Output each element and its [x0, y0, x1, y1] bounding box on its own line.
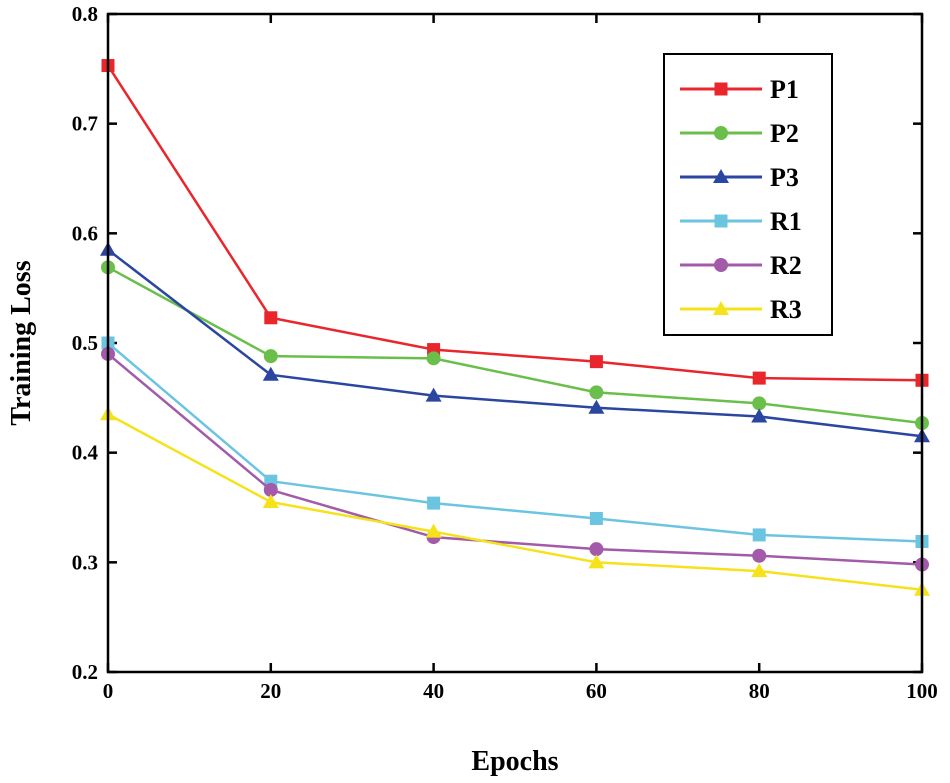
point-p2	[589, 385, 604, 400]
point-r2	[589, 542, 604, 557]
legend: P1 P2 P3 R1 R2 R3	[663, 53, 833, 336]
x-tick-label: 80	[749, 679, 770, 703]
legend-box	[663, 53, 833, 336]
x-tick-label: 100	[906, 679, 938, 703]
point-r1	[752, 528, 766, 542]
point-p1	[264, 311, 278, 325]
series-p2	[101, 260, 929, 431]
series-line-r1	[107, 342, 923, 543]
legend-entry-r3: R3	[680, 295, 802, 324]
legend-marker-r2	[714, 258, 728, 272]
point-r2	[263, 482, 278, 497]
y-tick-label: 0.6	[72, 221, 98, 245]
y-tick-label: 0.5	[72, 331, 98, 355]
series-line-r3	[107, 413, 923, 591]
y-tick-label: 0.4	[72, 441, 99, 465]
y-tick-label: 0.7	[72, 112, 98, 136]
series-r1	[101, 336, 929, 548]
y-tick-label: 0.3	[72, 550, 98, 574]
legend-entry-p3: P3	[680, 163, 799, 192]
legend-label-r2: R2	[770, 251, 802, 280]
y-tick-label: 0.2	[72, 660, 98, 684]
series-p3	[100, 241, 930, 443]
legend-label-r3: R3	[770, 295, 802, 324]
series-line-r2	[107, 353, 923, 566]
legend-marker-r3	[713, 301, 729, 315]
series-r3	[100, 406, 930, 596]
series-line-p2	[107, 266, 923, 425]
tick-labels: 0 20 40 60 80 100 0.2 0.3 0.4 0.5 0.6 0.7 0.8	[72, 2, 938, 703]
series-line-p1	[106, 64, 923, 382]
point-r2	[752, 548, 767, 563]
point-p2	[263, 349, 278, 364]
series-line-p3	[107, 248, 923, 438]
point-r3	[751, 563, 768, 578]
legend-entry-r2: R2	[680, 251, 802, 280]
y-axis-label: Training Loss	[6, 260, 37, 425]
legend-marker-p3	[713, 169, 729, 183]
point-r1	[427, 496, 441, 510]
point-r3	[425, 523, 442, 538]
point-r1	[589, 511, 603, 525]
plot-frame	[106, 12, 924, 674]
x-tick-label: 0	[103, 679, 114, 703]
series-p1	[101, 59, 929, 387]
legend-entry-r1: R1	[680, 207, 802, 236]
point-p3	[751, 408, 768, 423]
point-p3	[588, 399, 605, 414]
x-tick-label: 60	[586, 679, 607, 703]
legend-label-p2: P2	[770, 119, 799, 148]
legend-entry-p1: P1	[680, 75, 799, 104]
series-layer	[100, 59, 930, 596]
point-p2	[752, 396, 767, 411]
point-r3	[262, 494, 279, 509]
point-p1	[589, 355, 603, 369]
point-p3	[425, 387, 442, 402]
legend-marker-p2	[714, 126, 728, 140]
x-axis-label: Epochs	[471, 746, 558, 777]
legend-label-r1: R1	[770, 207, 802, 236]
point-p2	[426, 351, 441, 366]
y-tick-label: 0.8	[72, 2, 98, 26]
point-p1	[752, 371, 766, 385]
legend-entry-p2: P2	[680, 119, 799, 148]
legend-label-p1: P1	[770, 75, 799, 104]
point-r3	[588, 554, 605, 569]
legend-marker-r1	[714, 214, 728, 228]
legend-marker-p1	[714, 82, 728, 96]
x-tick-label: 20	[260, 679, 281, 703]
x-tick-label: 40	[423, 679, 444, 703]
legend-label-p3: P3	[770, 163, 799, 192]
point-p3	[262, 366, 279, 381]
